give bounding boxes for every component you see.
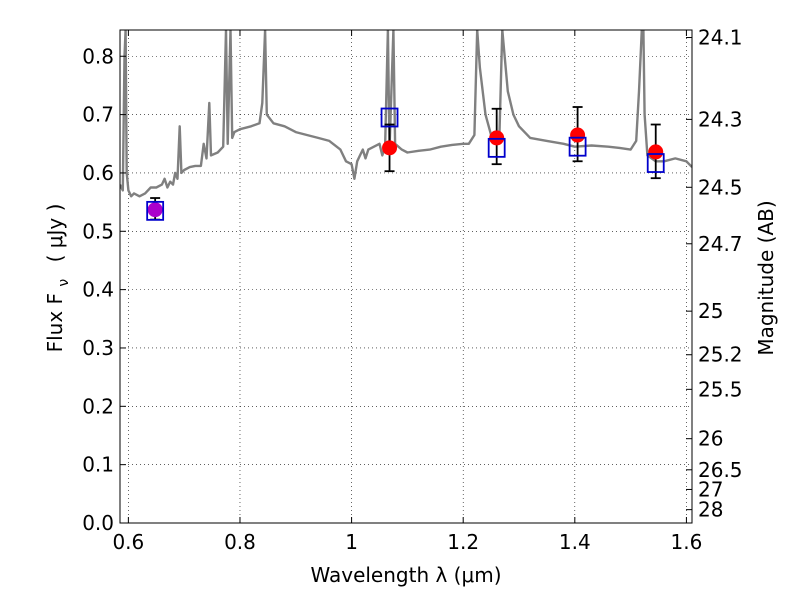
model-point (146, 200, 165, 221)
y2-tick-label: 24.3 (698, 107, 743, 131)
model-points-series (146, 107, 665, 221)
x-tick-label: 0.6 (112, 530, 144, 554)
y-tick-label: 0.0 (82, 511, 114, 535)
y2-tick-label: 25.5 (698, 377, 743, 401)
secondary-y-axis-label: Magnitude (AB) (754, 200, 778, 355)
x-tick-label: 0.8 (224, 530, 256, 554)
model-point (487, 137, 506, 158)
plot-frame (119, 29, 693, 524)
y-axis-label-unit: ( μJy ) (43, 204, 67, 263)
y-tick-label: 0.4 (82, 278, 114, 302)
observed-point (147, 202, 163, 218)
y2-tick-label: 27 (698, 477, 723, 501)
model-point (646, 153, 665, 173)
y2-tick-label: 24.7 (698, 232, 743, 256)
y-tick-label: 0.8 (82, 44, 114, 68)
y2-tick-label: 28 (698, 498, 723, 522)
y2-tick-label: 25.2 (698, 343, 743, 367)
x-axis-label: Wavelength λ (μm) (310, 563, 501, 587)
observed-point (382, 140, 398, 156)
y2-tick-label: 24.1 (698, 26, 743, 50)
y-tick-label: 0.6 (82, 161, 114, 185)
y2-tick-label: 25 (698, 299, 723, 323)
x-tick-label: 1.2 (447, 530, 479, 554)
axis-ticks: 0.6 0.8 1 1.2 1.4 1.6 0.0 0.1 0.2 0.3 0.4 0.5 0.6 0.7… (82, 26, 742, 554)
y-axis-label-subscript: ν (56, 279, 72, 287)
observed-point (570, 127, 586, 143)
model-point (380, 107, 399, 128)
observed-points-series (147, 127, 664, 218)
x-tick-label: 1.4 (559, 530, 591, 554)
spectrum-line (120, 30, 692, 198)
spectrum-series (120, 30, 692, 198)
y2-tick-label: 26.5 (698, 458, 743, 482)
y-tick-label: 0.3 (82, 336, 114, 360)
y-axis-label: Flux F ν ( μJy ) (43, 204, 73, 353)
y-tick-label: 0.1 (82, 453, 114, 477)
x-tick-label: 1 (345, 530, 358, 554)
y2-tick-label: 24.5 (698, 175, 743, 199)
observed-point (489, 130, 505, 146)
observed-point (648, 144, 664, 160)
grid-lines (120, 30, 692, 524)
y-tick-label: 0.2 (82, 394, 114, 418)
y-tick-label: 0.5 (82, 219, 114, 243)
x-tick-label: 1.6 (671, 530, 703, 554)
y-tick-label: 0.7 (82, 103, 114, 127)
y2-tick-label: 26 (698, 427, 723, 451)
y-axis-label-text: Flux F (43, 293, 67, 352)
model-point (568, 136, 587, 157)
